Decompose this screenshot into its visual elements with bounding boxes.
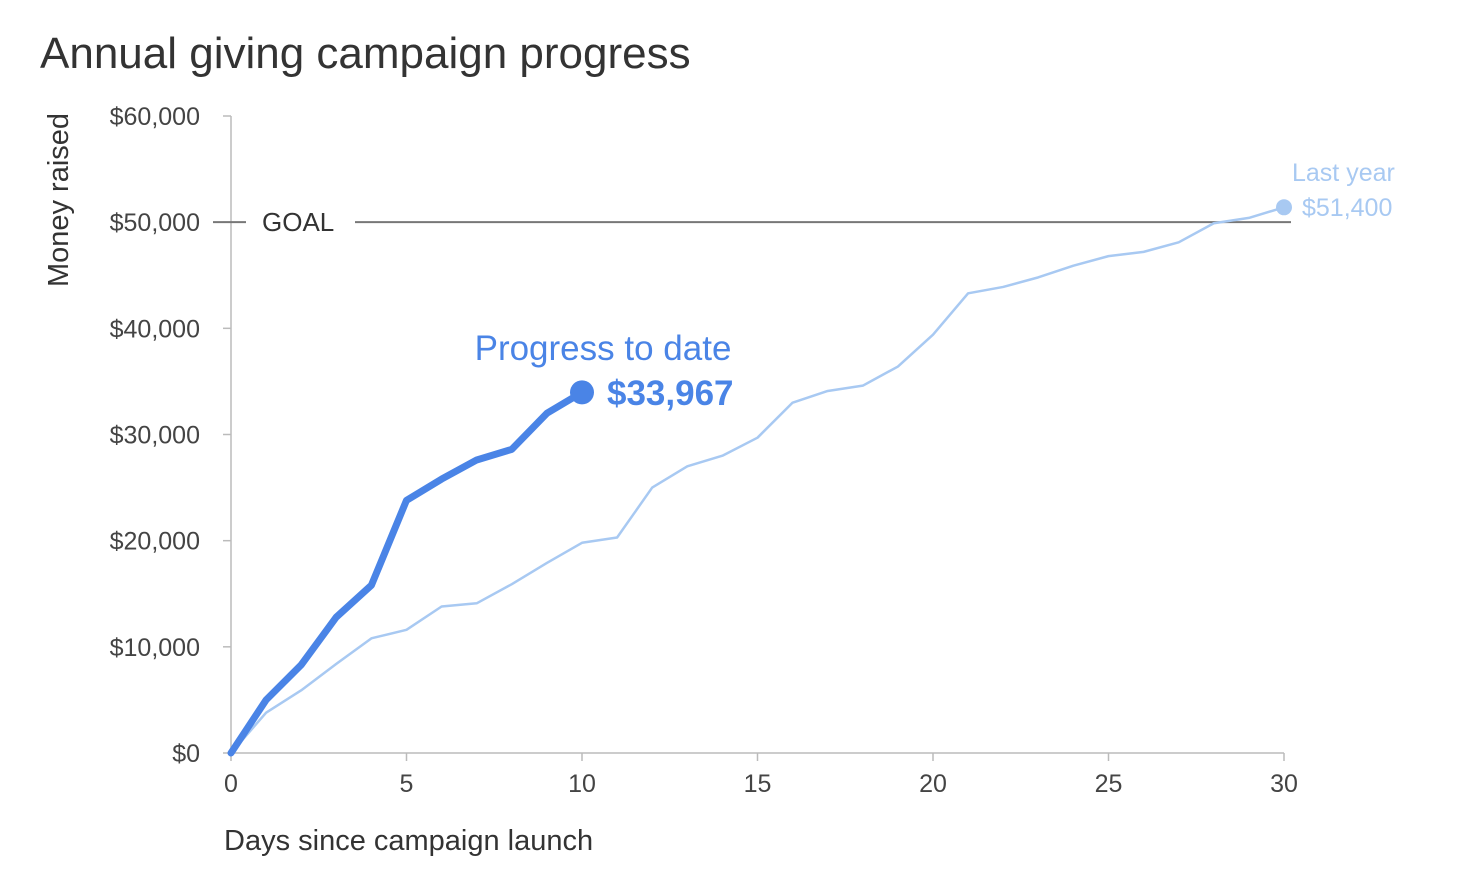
goal-label: GOAL	[262, 207, 334, 237]
progress-label: Progress to date	[475, 329, 732, 368]
y-tick-label: $0	[172, 740, 200, 768]
goal-line-group: GOAL	[213, 207, 1291, 237]
x-tick-label: 25	[1095, 770, 1123, 798]
progress-line	[227, 388, 586, 757]
y-tick-label: $10,000	[110, 634, 200, 662]
x-tick-label: 0	[224, 770, 238, 798]
x-tick-label: 15	[744, 770, 772, 798]
axes: $0 $10,000 $20,000 $30,000 $40,000 $50,000 $60…	[110, 103, 1298, 798]
progress-value: $33,967	[607, 374, 734, 413]
series-group: Last year $51,400 Progress to date $33,967	[227, 159, 1395, 757]
x-tick-label: 30	[1270, 770, 1298, 798]
last-year-label: Last year	[1292, 159, 1395, 187]
y-tick-label: $40,000	[110, 315, 200, 343]
y-axis-label: Money raised	[43, 113, 75, 287]
chart-title: Annual giving campaign progress	[40, 29, 691, 78]
y-tick-label: $30,000	[110, 422, 200, 450]
last-year-value: $51,400	[1302, 194, 1392, 222]
y-tick-label: $20,000	[110, 528, 200, 556]
x-axis-label: Days since campaign launch	[224, 825, 593, 857]
last-year-end-point	[1276, 199, 1292, 216]
x-tick-label: 10	[568, 770, 596, 798]
y-tick-label: $50,000	[110, 209, 200, 237]
last-year-line	[230, 206, 1285, 754]
progress-end-point	[570, 380, 594, 405]
x-tick-label: 5	[400, 770, 414, 798]
x-tick-label: 20	[919, 770, 947, 798]
y-tick-label: $60,000	[110, 103, 200, 131]
